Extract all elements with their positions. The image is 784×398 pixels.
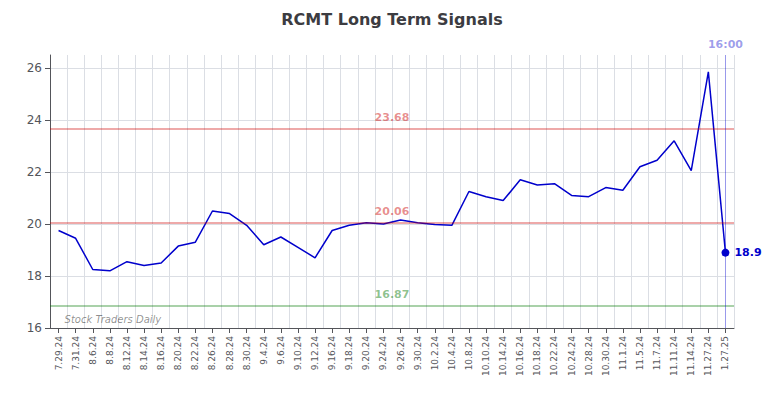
svg-text:8.8.24: 8.8.24 — [105, 336, 115, 365]
svg-text:9.30.24: 9.30.24 — [413, 336, 423, 371]
svg-text:9.6.24: 9.6.24 — [276, 336, 286, 365]
svg-text:10.14.24: 10.14.24 — [498, 336, 508, 376]
svg-text:11.27.24: 11.27.24 — [703, 336, 713, 376]
svg-text:10.8.24: 10.8.24 — [464, 336, 474, 371]
svg-text:9.18.24: 9.18.24 — [344, 336, 354, 371]
svg-text:9.24.24: 9.24.24 — [378, 336, 388, 371]
svg-text:11.7.24: 11.7.24 — [652, 336, 662, 371]
svg-text:8.22.24: 8.22.24 — [190, 336, 200, 371]
svg-text:10.4.24: 10.4.24 — [447, 336, 457, 371]
svg-text:26: 26 — [27, 61, 42, 75]
svg-text:10.22.24: 10.22.24 — [549, 336, 559, 376]
svg-text:10.24.24: 10.24.24 — [567, 336, 577, 376]
svg-text:7.31.24: 7.31.24 — [71, 336, 81, 371]
svg-text:8.16.24: 8.16.24 — [156, 336, 166, 371]
svg-text:8.28.24: 8.28.24 — [225, 336, 235, 371]
svg-text:8.20.24: 8.20.24 — [173, 336, 183, 371]
svg-text:8.14.24: 8.14.24 — [139, 336, 149, 371]
svg-text:11.14.24: 11.14.24 — [686, 336, 696, 376]
svg-text:10.30.24: 10.30.24 — [601, 336, 611, 376]
svg-text:16: 16 — [27, 321, 42, 335]
svg-text:8.12.24: 8.12.24 — [122, 336, 132, 371]
svg-text:10.10.24: 10.10.24 — [481, 336, 491, 376]
svg-text:22: 22 — [27, 165, 42, 179]
svg-text:9.20.24: 9.20.24 — [361, 336, 371, 371]
svg-text:10.2.24: 10.2.24 — [430, 336, 440, 371]
svg-text:8.26.24: 8.26.24 — [207, 336, 217, 371]
svg-text:23.68: 23.68 — [375, 111, 410, 124]
svg-text:9.16.24: 9.16.24 — [327, 336, 337, 371]
svg-text:8.30.24: 8.30.24 — [242, 336, 252, 371]
svg-text:Stock Traders Daily: Stock Traders Daily — [65, 314, 163, 325]
svg-text:24: 24 — [27, 113, 42, 127]
svg-text:11.1.24: 11.1.24 — [618, 336, 628, 371]
svg-text:9.4.24: 9.4.24 — [259, 336, 269, 365]
svg-text:10.28.24: 10.28.24 — [584, 336, 594, 376]
svg-text:18.9: 18.9 — [734, 246, 761, 259]
svg-text:9.26.24: 9.26.24 — [396, 336, 406, 371]
svg-text:16:00: 16:00 — [708, 38, 743, 51]
svg-text:20.06: 20.06 — [375, 205, 410, 218]
svg-text:20: 20 — [27, 217, 42, 231]
svg-text:16.87: 16.87 — [375, 288, 410, 301]
svg-text:RCMT Long Term Signals: RCMT Long Term Signals — [281, 10, 503, 29]
svg-text:1.27.25: 1.27.25 — [720, 336, 730, 370]
svg-text:10.18.24: 10.18.24 — [532, 336, 542, 376]
svg-text:10.16.24: 10.16.24 — [515, 336, 525, 376]
svg-text:11.11.24: 11.11.24 — [669, 336, 679, 376]
svg-text:11.5.24: 11.5.24 — [635, 336, 645, 371]
svg-text:18: 18 — [27, 269, 42, 283]
svg-text:7.29.24: 7.29.24 — [54, 336, 64, 371]
svg-text:9.10.24: 9.10.24 — [293, 336, 303, 371]
svg-text:9.12.24: 9.12.24 — [310, 336, 320, 371]
svg-text:8.6.24: 8.6.24 — [88, 336, 98, 365]
